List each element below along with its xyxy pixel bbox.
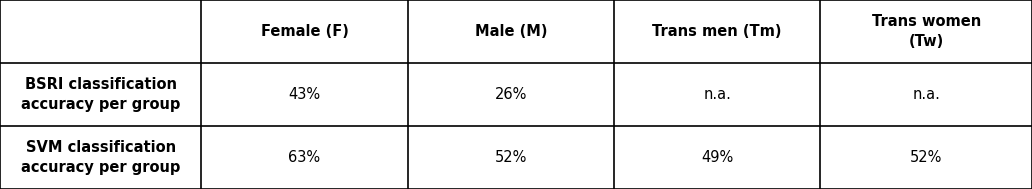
Bar <box>614 126 820 189</box>
Text: Male (M): Male (M) <box>475 24 547 39</box>
Bar <box>408 63 614 126</box>
Text: 52%: 52% <box>494 150 527 165</box>
Text: Female (F): Female (F) <box>260 24 349 39</box>
Text: 43%: 43% <box>288 87 321 102</box>
Text: BSRI classification
accuracy per group: BSRI classification accuracy per group <box>21 77 181 112</box>
Text: 63%: 63% <box>288 150 321 165</box>
Bar <box>0 126 201 189</box>
Bar <box>408 0 614 63</box>
Bar <box>201 126 408 189</box>
Text: 52%: 52% <box>910 150 942 165</box>
Text: Trans women
(Tw): Trans women (Tw) <box>872 14 980 49</box>
Bar <box>0 63 201 126</box>
Bar <box>614 0 820 63</box>
Bar <box>408 126 614 189</box>
Bar <box>201 63 408 126</box>
Text: 49%: 49% <box>701 150 734 165</box>
Text: n.a.: n.a. <box>912 87 940 102</box>
Text: n.a.: n.a. <box>703 87 732 102</box>
Bar <box>820 63 1032 126</box>
Text: 26%: 26% <box>494 87 527 102</box>
Bar <box>0 0 201 63</box>
Bar <box>820 126 1032 189</box>
Text: SVM classification
accuracy per group: SVM classification accuracy per group <box>21 140 181 175</box>
Bar <box>820 0 1032 63</box>
Text: Trans men (Tm): Trans men (Tm) <box>652 24 782 39</box>
Bar <box>614 63 820 126</box>
Bar <box>201 0 408 63</box>
